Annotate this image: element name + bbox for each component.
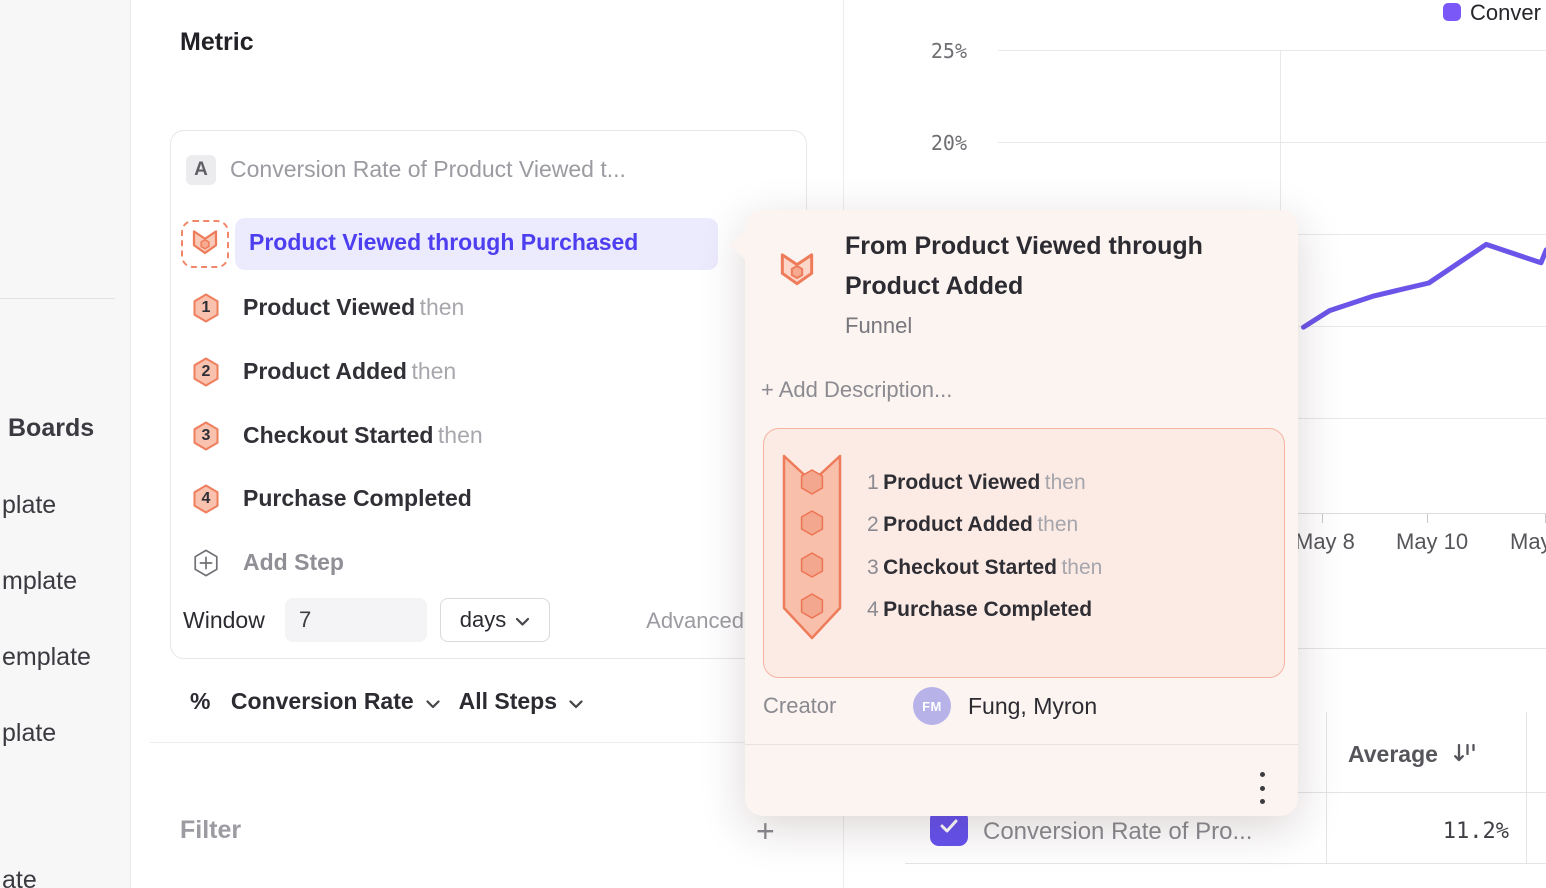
y-axis-label-25: 25% — [930, 39, 967, 63]
sidebar-item-template-4[interactable]: plate — [2, 719, 57, 747]
metric-heading: Metric — [180, 28, 254, 56]
avatar: FM — [913, 687, 951, 725]
legend-swatch[interactable] — [1443, 3, 1461, 21]
table-row-divider — [905, 863, 1546, 864]
gridline — [998, 50, 1546, 51]
chevron-down-icon[interactable] — [426, 696, 444, 713]
axis-tick — [1322, 514, 1323, 523]
metric-title[interactable]: Conversion Rate of Product Viewed t... — [230, 156, 626, 182]
popup-step-row: 1 Product Viewed then — [867, 471, 1086, 494]
sidebar-item-template-3[interactable]: emplate — [2, 643, 91, 671]
popup-footer-divider — [745, 744, 1298, 745]
advanced-link[interactable]: Advanced — [646, 608, 744, 633]
table-row-name[interactable]: Conversion Rate of Pro... — [983, 818, 1253, 845]
funnel-icon — [190, 227, 220, 262]
popup-title: From Product Viewed through Product Adde… — [845, 232, 1203, 300]
sidebar: Boards plate mplate emplate plate ate — [0, 0, 131, 888]
popup-step-row: 2 Product Added then — [867, 513, 1079, 536]
step-4-icon: 4 — [190, 483, 222, 515]
add-step-button[interactable]: Add Step — [243, 549, 344, 575]
sidebar-divider — [0, 298, 115, 299]
sidebar-item-template-1[interactable]: plate — [2, 491, 57, 519]
funnel-icon — [777, 248, 817, 295]
add-filter-button[interactable]: + — [756, 813, 775, 849]
selected-funnel-pill[interactable] — [235, 218, 718, 270]
sidebar-item-boards[interactable]: Boards — [8, 414, 95, 442]
funnel-details-popup: From Product Viewed through Product Adde… — [729, 210, 1298, 816]
creator-name: Fung, Myron — [968, 693, 1098, 719]
funnel-preview-card: 1 Product Viewed then 2 Product Added th… — [763, 428, 1285, 678]
x-axis-label-may8: May 8 — [1295, 529, 1355, 554]
gridline — [998, 142, 1546, 143]
popup-arrow — [729, 230, 746, 260]
metric-label-badge: A — [186, 155, 216, 185]
table-header-average[interactable]: Average — [1348, 741, 1478, 768]
popup-step-row: 3 Checkout Started then — [867, 556, 1103, 579]
step-1-icon: 1 — [190, 292, 222, 324]
funnel-event-icon-box[interactable] — [181, 220, 229, 268]
check-icon — [940, 819, 958, 838]
kebab-menu-icon[interactable] — [1255, 772, 1269, 804]
y-axis-label-20: 20% — [930, 131, 967, 155]
popup-type-label: Funnel — [845, 313, 913, 338]
step-3-icon: 3 — [190, 420, 222, 452]
popup-step-row: 4 Purchase Completed — [867, 598, 1093, 621]
measure-row: % Conversion Rate All Steps — [190, 688, 584, 715]
step-row[interactable]: Purchase Completed — [243, 485, 472, 511]
funnel-ribbon-icon — [781, 452, 843, 649]
step-2-icon: 2 — [190, 356, 222, 388]
selected-funnel-label[interactable]: Product Viewed through Purchased — [249, 229, 639, 255]
chevron-down-icon[interactable] — [569, 696, 584, 713]
add-description-button[interactable]: + Add Description... — [761, 377, 953, 402]
steps-scope-dropdown[interactable]: All Steps — [458, 688, 557, 714]
step-row[interactable]: Checkout Started then — [243, 422, 483, 448]
axis-tick — [1427, 514, 1428, 523]
x-axis-label-may12: May — [1510, 529, 1546, 554]
series-checkbox[interactable] — [930, 810, 968, 846]
table-column-divider — [1526, 712, 1527, 863]
chevron-down-icon — [515, 607, 530, 633]
window-label: Window — [183, 607, 265, 633]
table-column-divider — [1326, 712, 1327, 863]
section-divider — [150, 742, 828, 743]
creator-label: Creator — [763, 693, 837, 718]
add-step-icon[interactable] — [191, 548, 221, 583]
measure-prefix: % — [190, 688, 211, 714]
window-unit-select[interactable]: days — [440, 598, 550, 642]
x-axis-label-may10: May 10 — [1396, 529, 1469, 554]
filter-heading: Filter — [180, 816, 242, 844]
measure-dropdown[interactable]: Conversion Rate — [230, 688, 414, 714]
table-row-value: 11.2% — [1442, 819, 1509, 844]
sort-descending-icon — [1452, 743, 1478, 766]
legend-label[interactable]: Conver — [1470, 0, 1541, 25]
sidebar-item-template-2[interactable]: mplate — [2, 567, 78, 595]
step-row[interactable]: Product Viewed then — [243, 294, 465, 320]
sidebar-item-template-5[interactable]: ate — [2, 866, 37, 888]
step-row[interactable]: Product Added then — [243, 358, 457, 384]
window-input[interactable] — [285, 598, 427, 642]
